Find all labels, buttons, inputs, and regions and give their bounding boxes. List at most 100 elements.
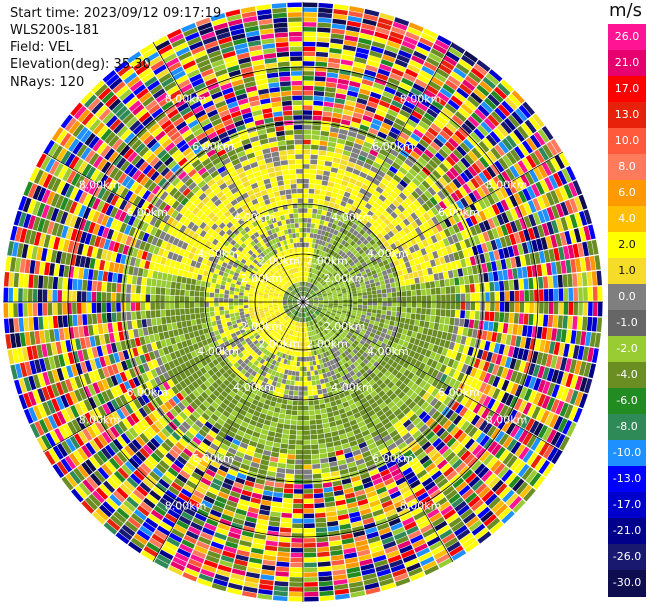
gate-cell xyxy=(320,190,327,196)
gate-cell xyxy=(383,117,394,127)
gate-cell xyxy=(312,253,316,259)
gate-cell xyxy=(334,235,340,242)
gate-cell xyxy=(381,288,387,294)
gate-cell xyxy=(430,308,436,316)
gate-cell xyxy=(289,582,303,587)
gate-cell xyxy=(327,525,340,532)
gate-cell xyxy=(377,302,383,306)
gate-cell xyxy=(372,161,382,170)
gate-cell xyxy=(314,189,321,195)
gate-cell xyxy=(312,263,316,269)
gate-cell xyxy=(353,185,361,192)
gate-cell xyxy=(314,81,326,87)
gate-cell xyxy=(336,173,344,180)
gate-cell xyxy=(348,227,355,234)
gate-cell xyxy=(313,258,317,264)
gate-cell xyxy=(295,371,300,377)
gate-cell xyxy=(304,267,307,272)
gate-cell xyxy=(288,390,294,396)
gate-cell xyxy=(269,401,277,407)
gate-cell xyxy=(318,250,323,256)
gate-cell xyxy=(346,231,353,238)
gate-cell xyxy=(382,306,387,311)
gate-cell xyxy=(341,154,350,161)
gate-cell xyxy=(352,307,358,311)
gate-cell xyxy=(303,386,308,391)
gate-cell xyxy=(462,327,469,337)
gate-cell xyxy=(331,405,339,412)
gate-cell xyxy=(380,59,394,68)
gate-cell xyxy=(492,271,499,282)
gate-cell xyxy=(507,323,514,335)
gate-cell xyxy=(285,468,295,474)
gate-cell xyxy=(303,198,308,204)
gate-cell xyxy=(307,282,310,287)
gate-cell xyxy=(343,218,350,225)
gate-cell xyxy=(320,185,328,191)
gate-cell xyxy=(412,271,419,278)
gate-cell xyxy=(318,145,327,151)
gate-cell xyxy=(497,270,504,281)
gate-cell xyxy=(284,369,289,375)
gate-cell xyxy=(526,265,533,278)
gate-cell xyxy=(514,290,520,302)
gate-cell xyxy=(308,400,314,406)
gate-cell xyxy=(321,256,326,262)
gate-cell xyxy=(319,235,325,241)
gate-cell xyxy=(330,38,344,45)
gate-cell xyxy=(294,385,299,391)
gate-cell xyxy=(423,89,436,100)
gate-cell xyxy=(329,132,339,138)
gate-cell xyxy=(297,351,301,357)
gate-cell xyxy=(307,257,310,263)
gate-cell xyxy=(400,263,406,270)
gate-cell xyxy=(274,580,289,587)
gate-cell xyxy=(335,93,347,100)
gate-cell xyxy=(513,313,519,324)
gate-cell xyxy=(309,174,316,180)
gate-cell xyxy=(461,54,476,67)
gate-cell xyxy=(292,513,303,519)
gate-cell xyxy=(439,279,445,287)
gate-cell xyxy=(450,302,456,310)
gate-cell xyxy=(379,126,390,135)
gate-cell xyxy=(463,50,479,63)
gate-cell xyxy=(464,284,470,293)
gate-cell xyxy=(415,283,421,290)
gate-cell xyxy=(309,415,316,421)
gate-cell xyxy=(436,265,443,273)
gate-cell xyxy=(485,302,490,311)
gate-cell xyxy=(333,229,339,236)
gate-cell xyxy=(348,302,353,305)
gate-cell xyxy=(542,314,549,327)
gate-cell xyxy=(276,423,284,429)
gate-cell xyxy=(303,518,315,524)
gate-cell xyxy=(361,167,370,175)
gate-cell xyxy=(309,424,317,430)
gate-cell xyxy=(305,292,308,297)
gate-cell xyxy=(388,165,398,174)
gate-cell xyxy=(333,303,338,306)
gate-cell xyxy=(317,17,332,24)
gate-cell xyxy=(361,288,367,293)
gate-cell xyxy=(303,213,308,218)
gate-cell xyxy=(332,157,341,164)
gate-cell xyxy=(352,168,361,176)
gate-cell xyxy=(306,267,309,272)
gate-cell xyxy=(439,87,453,99)
gate-cell xyxy=(450,71,464,83)
gate-cell xyxy=(434,96,447,107)
gate-cell xyxy=(315,527,328,533)
gate-cell xyxy=(312,360,317,366)
gate-cell xyxy=(487,272,494,282)
gate-cell xyxy=(380,178,390,186)
gate-cell xyxy=(499,302,505,312)
gate-cell xyxy=(386,169,395,178)
gate-cell xyxy=(334,394,341,401)
gate-cell xyxy=(483,272,489,283)
gate-cell xyxy=(426,108,438,119)
gate-cell xyxy=(331,223,337,230)
gate-cell xyxy=(402,145,413,154)
gate-cell xyxy=(408,324,414,331)
gate-cell xyxy=(289,577,303,582)
